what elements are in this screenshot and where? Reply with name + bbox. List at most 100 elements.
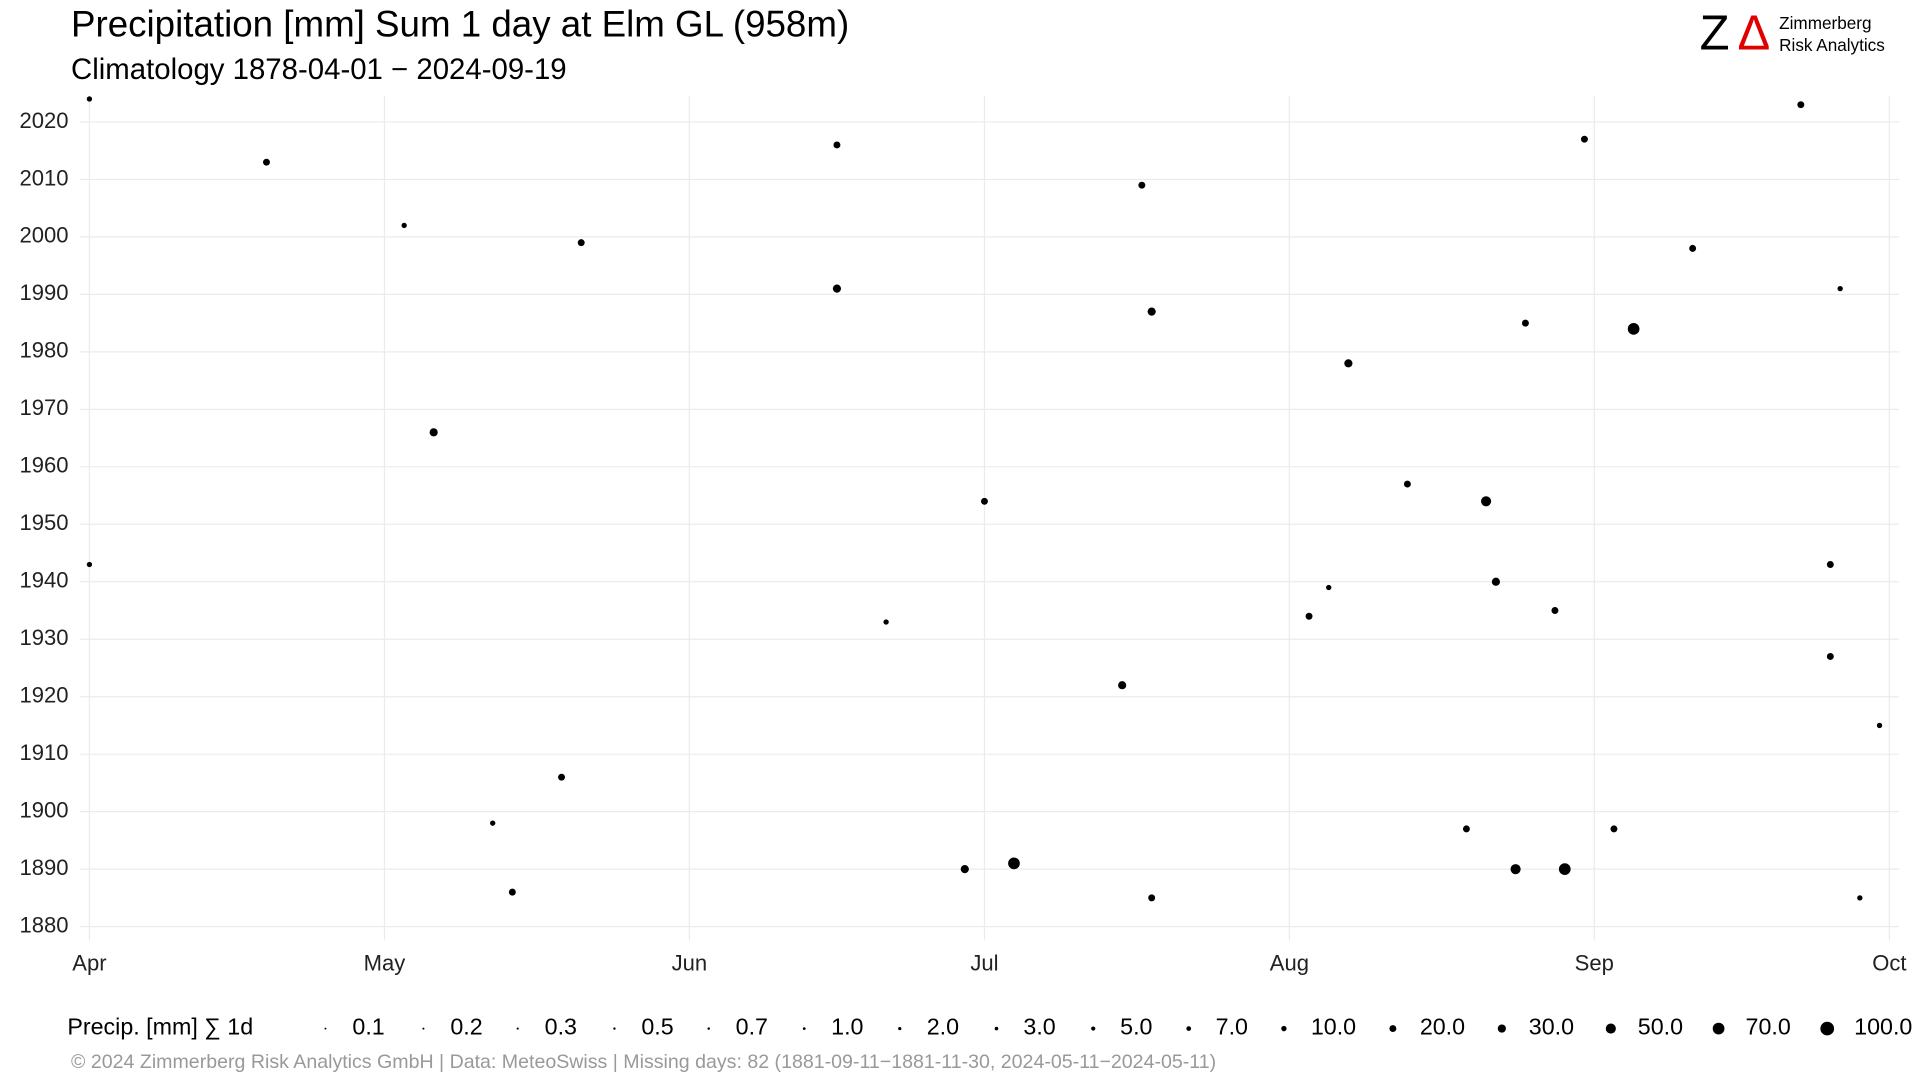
- point: [1147, 307, 1156, 316]
- legend-label: 20.0: [1420, 1014, 1465, 1040]
- legend-label: 30.0: [1529, 1014, 1574, 1040]
- legend-symbol: [613, 1027, 616, 1030]
- y-tick-label: 1940: [20, 568, 69, 593]
- point: [86, 561, 93, 568]
- point: [1837, 285, 1843, 292]
- point: [980, 497, 988, 505]
- point: [1580, 135, 1588, 143]
- logo-delta: Δ: [1738, 7, 1771, 61]
- point: [1558, 863, 1571, 875]
- x-tick-label: Jun: [672, 951, 708, 976]
- legend-label: 0.3: [545, 1014, 577, 1040]
- legend-label: 10.0: [1311, 1014, 1356, 1040]
- point: [1462, 825, 1470, 833]
- point: [1491, 577, 1501, 586]
- legend-symbol: [994, 1026, 999, 1031]
- y-tick-label: 1930: [20, 625, 69, 650]
- y-tick-label: 1990: [20, 280, 69, 305]
- point: [577, 239, 585, 247]
- y-tick-label: 1910: [20, 740, 69, 765]
- point: [1118, 681, 1127, 690]
- legend-symbol: [422, 1027, 425, 1030]
- point: [1521, 319, 1529, 327]
- legend-symbol: [1497, 1024, 1506, 1033]
- y-tick-label: 1920: [20, 683, 69, 708]
- point: [1008, 857, 1020, 870]
- point: [401, 222, 407, 229]
- legend-symbol: [1605, 1023, 1616, 1034]
- legend-symbol: [1820, 1021, 1835, 1036]
- y-tick-label: 1900: [20, 797, 69, 822]
- y-tick-label: 1950: [20, 510, 69, 535]
- y-tick-label: 1880: [20, 912, 69, 937]
- legend-label: 5.0: [1120, 1014, 1152, 1040]
- point: [1797, 101, 1805, 109]
- y-tick-label: 2000: [20, 223, 69, 248]
- legend-symbol: [898, 1026, 902, 1031]
- legend-symbol: [802, 1027, 806, 1030]
- point: [1876, 722, 1883, 729]
- chart-subtitle: Climatology 1878-04-01 − 2024-09-19: [71, 53, 567, 86]
- point: [1826, 653, 1834, 660]
- point: [1610, 825, 1618, 833]
- legend-symbol: [1091, 1026, 1096, 1031]
- logo-z: Z: [1700, 7, 1730, 61]
- legend-symbol: [1712, 1022, 1725, 1035]
- caption: © 2024 Zimmerberg Risk Analytics GmbH | …: [71, 1051, 1216, 1073]
- point: [1826, 561, 1834, 568]
- x-tick-label: Aug: [1270, 951, 1309, 976]
- point: [832, 284, 842, 293]
- point: [1138, 181, 1146, 189]
- point: [1551, 607, 1559, 614]
- point: [1627, 323, 1640, 335]
- logo-text: Risk Analytics: [1779, 35, 1885, 55]
- legend-symbol: [1281, 1025, 1287, 1032]
- legend-label: 0.5: [641, 1014, 673, 1040]
- legend-symbol: [324, 1027, 327, 1030]
- point: [1481, 496, 1492, 507]
- x-tick-label: Jul: [970, 951, 998, 976]
- point: [1148, 894, 1156, 902]
- x-tick-label: Apr: [72, 951, 106, 976]
- point: [1510, 864, 1521, 875]
- legend-title: Precip. [mm] ∑ 1d: [67, 1014, 253, 1040]
- y-tick-label: 2020: [20, 108, 69, 133]
- legend-symbol: [707, 1027, 710, 1030]
- point: [883, 619, 889, 625]
- x-tick-label: Oct: [1872, 951, 1906, 976]
- legend-symbol: [1186, 1026, 1192, 1031]
- legend-symbol: [1389, 1025, 1397, 1033]
- point: [558, 773, 566, 781]
- point: [1326, 584, 1332, 591]
- point: [262, 158, 270, 166]
- legend-label: 3.0: [1023, 1014, 1055, 1040]
- legend-label: 70.0: [1746, 1014, 1791, 1040]
- point: [490, 820, 496, 826]
- point: [1689, 244, 1697, 252]
- point: [1857, 895, 1863, 901]
- point: [508, 888, 516, 896]
- legend-label: 0.2: [450, 1014, 482, 1040]
- chart-title: Precipitation [mm] Sum 1 day at Elm GL (…: [71, 4, 849, 45]
- point: [86, 96, 93, 102]
- point: [1305, 612, 1313, 620]
- legend-label: 0.1: [352, 1014, 384, 1040]
- point: [960, 865, 969, 874]
- legend-label: 50.0: [1638, 1014, 1683, 1040]
- point: [429, 428, 438, 437]
- legend-label: 1.0: [831, 1014, 863, 1040]
- point: [833, 141, 841, 149]
- y-tick-label: 1980: [20, 338, 69, 363]
- legend-label: 0.7: [736, 1014, 768, 1040]
- point: [1344, 359, 1353, 368]
- logo-text: Zimmerberg: [1779, 13, 1871, 33]
- point: [1403, 480, 1411, 488]
- legend-symbol: [516, 1027, 519, 1030]
- y-tick-label: 1970: [20, 395, 69, 420]
- legend-label: 7.0: [1216, 1014, 1248, 1040]
- y-tick-label: 1890: [20, 855, 69, 880]
- x-tick-label: Sep: [1575, 951, 1614, 976]
- y-tick-label: 1960: [20, 453, 69, 478]
- legend-label: 100.0: [1854, 1014, 1912, 1040]
